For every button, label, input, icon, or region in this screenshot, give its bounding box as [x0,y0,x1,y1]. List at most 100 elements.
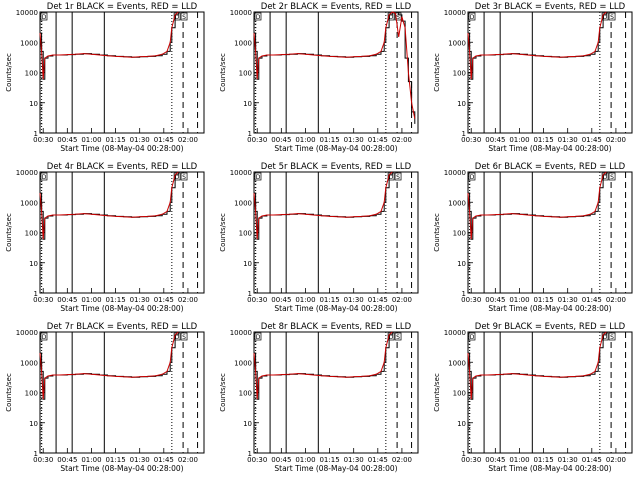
chart-6-y-axis-label: Counts/sec [433,213,441,252]
chart-4-box-label: D [42,174,47,181]
chart-3-y-tick-label: 10 [457,100,466,108]
chart-1-y-tick-label: 1000 [20,39,38,47]
chart-9-y-axis-label: Counts/sec [433,373,441,412]
chart-3-y-axis-label: Counts/sec [433,53,441,92]
chart-9-series-red-line [467,331,607,400]
chart-3-box-label: D [470,14,475,21]
chart-2-title: Det 2r BLACK = Events, RED = LLD [261,2,412,12]
chart-8-series-red-line [253,331,393,400]
chart-1-y-tick-label: 10000 [16,9,38,17]
chart-2-box-label: D [389,14,394,21]
chart-6-y-tick-label: 10 [457,260,466,268]
chart-6-x-tick-label: 00:45 [485,296,505,304]
chart-1-box-label: S [182,14,186,21]
chart-9-x-tick-label: 01:00 [509,456,529,464]
chart-6-box-label: D [603,174,608,181]
chart-6-x-tick-label: 01:15 [533,296,553,304]
chart-4-x-tick-label: 02:00 [178,296,198,304]
chart-9-box-label: D [470,334,475,341]
chart-4-y-tick-label: 10 [29,260,38,268]
chart-6-box-label: D [470,174,475,181]
chart-3-box-label: S [610,14,614,21]
chart-9-x-tick-label: 02:00 [606,456,626,464]
chart-8-box-label: D [389,334,394,341]
chart-2-box-label-frame [254,12,262,21]
chart-3-title: Det 3r BLACK = Events, RED = LLD [475,2,626,12]
chart-4-y-tick-label: 1 [34,290,38,298]
chart-1-x-tick-label: 01:15 [105,136,125,144]
chart-5-y-tick-label: 10000 [230,169,252,177]
chart-5-plot-frame [253,171,419,294]
chart-4-box-label: S [182,174,186,181]
chart-7-x-tick-label: 01:30 [130,456,150,464]
chart-5-box-label: D [389,174,394,181]
chart-1-x-tick-label: 02:00 [178,136,198,144]
chart-1-x-tick-label: 00:30 [33,136,53,144]
chart-7-y-tick-label: 10 [29,420,38,428]
chart-2-x-tick-label: 01:00 [295,136,315,144]
chart-5-series-black-line [254,172,393,240]
chart-8-y-tick-label: 10 [243,420,252,428]
chart-7-x-tick-label: 00:30 [33,456,53,464]
chart-9-x-tick-label: 01:30 [558,456,578,464]
chart-6-x-tick-label: 01:45 [582,296,602,304]
chart-1-series-red-line [39,11,179,80]
chart-5-box-label: D [256,174,261,181]
chart-3-box-label-frame [468,12,476,21]
chart-5-box-label-frame [254,172,262,181]
chart-8-x-tick-label: 01:30 [344,456,364,464]
chart-3-plot-frame [467,11,633,134]
chart-5-box-label: S [396,174,400,181]
chart-8-box-label: S [396,334,400,341]
chart-8-x-axis-label: Start Time (08-May-04 00:28:00) [274,464,397,473]
chart-2-x-tick-label: 01:30 [344,136,364,144]
chart-5-series-red-line [253,171,393,240]
chart-9-x-tick-label: 01:45 [582,456,602,464]
chart-5-title: Det 5r BLACK = Events, RED = LLD [261,162,412,172]
chart-2-plot-frame [253,11,419,134]
chart-7-x-axis-label: Start Time (08-May-04 00:28:00) [60,464,183,473]
chart-5-y-tick-label: 10 [243,260,252,268]
chart-5-x-tick-label: 01:15 [319,296,339,304]
chart-8-box-label-frame [394,332,402,341]
chart-3-x-tick-label: 01:00 [509,136,529,144]
chart-4-x-tick-label: 00:30 [33,296,53,304]
chart-3-x-tick-label: 01:30 [558,136,578,144]
chart-3-x-tick-label: 01:15 [533,136,553,144]
chart-9-y-tick-label: 10 [457,420,466,428]
chart-5-y-tick-label: 100 [239,230,252,238]
chart-3-series-red-line [467,11,607,80]
chart-1-plot-frame [39,11,205,134]
chart-7-box-label: D [175,334,180,341]
chart-7-x-tick-label: 00:45 [57,456,77,464]
chart-3-y-tick-label: 1 [462,130,466,138]
chart-2-x-tick-label: 01:45 [368,136,388,144]
chart-7-plot-frame [39,331,205,454]
chart-9-series-black-line [468,332,607,400]
chart-3-x-tick-label: 00:45 [485,136,505,144]
chart-8-x-tick-label: 01:45 [368,456,388,464]
chart-1-box-label-frame [180,12,188,21]
chart-2-y-tick-label: 1000 [234,39,252,47]
chart-4-y-axis-label: Counts/sec [5,213,13,252]
chart-1-y-axis-label: Counts/sec [5,53,13,92]
chart-9-box-label: D [603,334,608,341]
chart-2-y-tick-label: 10 [243,100,252,108]
chart-1-x-axis-label: Start Time (08-May-04 00:28:00) [60,144,183,153]
chart-2-y-axis-label: Counts/sec [219,53,227,92]
chart-8-x-tick-label: 02:00 [392,456,412,464]
chart-6-x-axis-label: Start Time (08-May-04 00:28:00) [488,304,611,313]
chart-7-x-tick-label: 02:00 [178,456,198,464]
chart-1-x-tick-label: 01:30 [130,136,150,144]
chart-1-box-label: D [42,14,47,21]
chart-6-y-tick-label: 1000 [448,199,466,207]
chart-3-x-tick-label: 02:00 [606,136,626,144]
chart-9-box-label-frame [468,332,476,341]
chart-4-y-tick-label: 1000 [20,199,38,207]
chart-9-title: Det 9r BLACK = Events, RED = LLD [475,322,626,332]
chart-1-y-tick-label: 10 [29,100,38,108]
chart-4-box-label: D [175,174,180,181]
chart-1-title: Det 1r BLACK = Events, RED = LLD [47,2,198,12]
chart-8-x-tick-label: 00:45 [271,456,291,464]
chart-6-y-tick-label: 100 [453,230,466,238]
